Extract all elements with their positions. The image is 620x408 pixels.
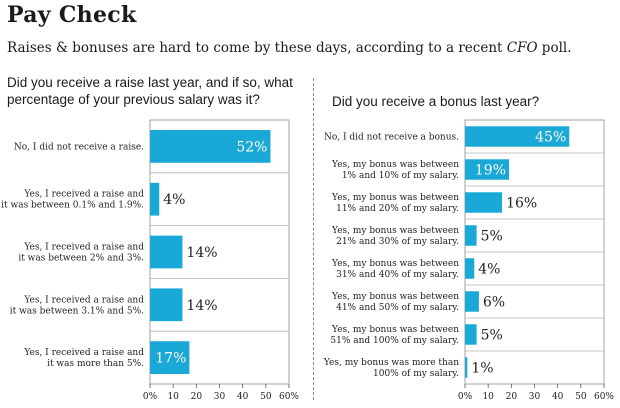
- bonus-bar: [465, 159, 510, 180]
- raise-category-label: No, I did not receive a raise.: [14, 142, 144, 152]
- bonus-category-label: Yes, my bonus was between: [331, 193, 459, 203]
- bonus-category-label: 41% and 50% of my salary.: [336, 303, 459, 313]
- raise-bar: [150, 182, 160, 216]
- bonus-x-tick-label: 50: [575, 392, 587, 402]
- bonus-category-label: 1% and 10% of my salary.: [342, 171, 459, 181]
- bonus-bar: [465, 291, 479, 312]
- raise-category-label: Yes, I received a raise and: [23, 348, 144, 358]
- bonus-bar: [465, 192, 503, 213]
- bonus-x-tick-label: 30: [529, 392, 541, 402]
- raise-x-tick-label: 10: [167, 392, 179, 402]
- bonus-category-label: 100% of my salary.: [373, 369, 459, 379]
- bonus-x-tick-label: 0%: [458, 392, 473, 402]
- bonus-value-label: 45%: [535, 130, 566, 146]
- bonus-value-label: 6%: [483, 295, 505, 311]
- bonus-x-tick-label: 20: [506, 392, 518, 402]
- bonus-category-label: Yes, my bonus was between: [331, 292, 459, 302]
- bonus-bar: [465, 357, 468, 378]
- raise-category-label: it was between 0.1% and 1.9%.: [1, 201, 144, 211]
- raise-value-label: 14%: [186, 245, 217, 261]
- bonus-x-tick-label: 10: [482, 392, 494, 402]
- raise-bar: [150, 341, 190, 374]
- bonus-category-label: Yes, my bonus was between: [331, 259, 459, 269]
- bonus-category-label: 31% and 40% of my salary.: [336, 270, 459, 280]
- bonus-category-label: Yes, my bonus was between: [331, 226, 459, 236]
- raise-value-label: 4%: [163, 192, 185, 208]
- bonus-value-label: 5%: [481, 328, 503, 344]
- raise-category-label: Yes, I received a raise and: [23, 190, 144, 200]
- bonus-category-label: No, I did not receive a bonus.: [324, 133, 459, 143]
- raise-x-tick-label: 0%: [143, 392, 158, 402]
- raise-value-label: 17%: [155, 351, 186, 367]
- raise-x-tick-label: 40: [237, 392, 249, 402]
- bonus-value-label: 4%: [478, 262, 500, 278]
- bonus-x-tick-label: 40: [552, 392, 564, 402]
- raise-category-label: Yes, I received a raise and: [23, 243, 144, 253]
- raise-category-label: Yes, I received a raise and: [23, 295, 144, 305]
- bonus-category-label: Yes, my bonus was between: [331, 325, 459, 335]
- column-divider: [313, 78, 314, 400]
- raise-bar: [150, 235, 183, 269]
- raise-category-label: it was between 2% and 3%.: [18, 254, 144, 264]
- raise-bar: [150, 130, 271, 163]
- raise-question: Did you receive a raise last year, and i…: [7, 75, 293, 107]
- subtitle-text: Raises & bonuses are hard to come by the…: [7, 40, 507, 56]
- subtitle-end: poll.: [537, 40, 572, 56]
- raise-value-label: 52%: [236, 139, 267, 155]
- bonus-value-label: 16%: [506, 196, 537, 212]
- bonus-category-label: Yes, my bonus was more than: [323, 358, 459, 368]
- raise-x-tick-label: 50: [260, 392, 272, 402]
- bonus-value-label: 5%: [481, 229, 503, 245]
- bonus-value-label: 1%: [471, 361, 493, 377]
- bonus-bar: [465, 258, 475, 279]
- subtitle-source: CFO: [506, 40, 538, 56]
- raise-x-tick-label: 30: [214, 392, 226, 402]
- raise-x-tick-label: 20: [191, 392, 203, 402]
- bonus-category-label: Yes, my bonus was between: [331, 160, 459, 170]
- bonus-bar: [465, 324, 477, 345]
- raise-category-label: it was between 3.1% and 5%.: [10, 306, 144, 316]
- raise-value-label: 14%: [186, 298, 217, 314]
- raise-category-label: it was more than 5%.: [47, 359, 144, 369]
- bonus-bar: [465, 126, 570, 147]
- chart-subtitle: Raises & bonuses are hard to come by the…: [7, 40, 572, 56]
- bonus-x-tick-label: 60%: [594, 392, 614, 402]
- bonus-value-label: 19%: [475, 163, 506, 179]
- bonus-category-label: 21% and 30% of my salary.: [336, 237, 459, 247]
- bonus-category-label: 51% and 100% of my salary.: [330, 336, 459, 346]
- bonus-question: Did you receive a bonus last year?: [332, 94, 540, 109]
- bonus-bar: [465, 225, 477, 246]
- raise-x-tick-label: 60%: [279, 392, 299, 402]
- chart-title: Pay Check: [7, 2, 137, 28]
- bonus-category-label: 11% and 20% of my salary.: [336, 204, 459, 214]
- raise-bar: [150, 288, 183, 322]
